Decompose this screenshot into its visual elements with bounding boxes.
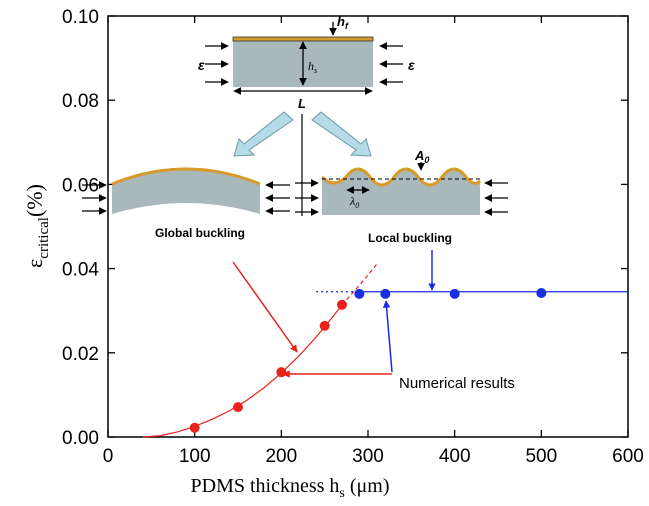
y-axis-label: εcritical(%) [22, 184, 52, 268]
strain-label: ε [198, 57, 205, 73]
y-tick-label: 0.06 [62, 175, 99, 196]
callouts: Numerical results [232, 250, 515, 392]
fit-line [142, 304, 343, 438]
x-tick-label: 300 [352, 446, 384, 467]
split-arrow [311, 111, 372, 157]
data-point [536, 288, 547, 299]
hs-sub: s [314, 66, 317, 75]
global-buckling-label: Global buckling [155, 226, 245, 240]
substrate-thickness-label: hs [308, 59, 317, 75]
y-tick-label: 0.10 [62, 7, 99, 28]
x-axis-label: PDMS thickness hs (μm) [191, 475, 390, 501]
inset-local: A0 λ0 Local buckling [295, 148, 508, 245]
strain-label: ε [408, 57, 415, 73]
x-tick-label: 400 [439, 446, 471, 467]
local-buckling-label: Local buckling [368, 231, 452, 245]
data-point [233, 402, 243, 413]
x-label-sub: s [339, 486, 344, 501]
x-tick-label: 600 [612, 446, 644, 467]
x-label-text: PDMS thickness h [191, 475, 340, 497]
data-point [276, 367, 287, 378]
hs-text: h [308, 59, 314, 73]
compress-arrows [205, 22, 403, 95]
hf-sub: f [345, 21, 349, 31]
data-point [319, 320, 330, 331]
l0-text: λ [349, 194, 355, 208]
y-tick-label: 0.02 [62, 344, 99, 365]
x-tick-label: 0 [103, 446, 114, 467]
y-label-unit: (%) [22, 184, 47, 217]
data-point [380, 288, 391, 299]
y-label-sub: critical [36, 217, 52, 259]
y-tick-label: 0.00 [62, 428, 99, 449]
film-thickness-label: hf [337, 14, 349, 31]
data-point [189, 422, 200, 433]
y-tick-label: 0.08 [62, 91, 99, 112]
x-label-unit: (μm) [350, 475, 390, 497]
amplitude-label: A0 [414, 148, 429, 165]
split-arrow [233, 111, 294, 157]
wavelength-label: λ0 [349, 194, 359, 210]
data-point [337, 299, 347, 310]
inset-global: Global buckling [82, 167, 290, 240]
hf-text: h [337, 14, 345, 29]
a0-sub: 0 [424, 155, 429, 165]
y-tick-label: 0.04 [62, 260, 99, 281]
l0-sub: 0 [355, 201, 359, 210]
x-tick-label: 100 [179, 446, 211, 467]
data-point [354, 288, 365, 299]
fit-line [341, 264, 378, 306]
y-label-text: ε [22, 259, 47, 268]
inset-top: ε ε hf hs L [198, 14, 415, 216]
length-label: L [298, 96, 306, 111]
a0-text: A [414, 148, 424, 163]
x-tick-label: 200 [265, 446, 297, 467]
x-tick-label: 500 [525, 446, 557, 467]
data-point [449, 288, 460, 299]
film [232, 36, 374, 42]
numerical-results-label: Numerical results [399, 375, 515, 392]
